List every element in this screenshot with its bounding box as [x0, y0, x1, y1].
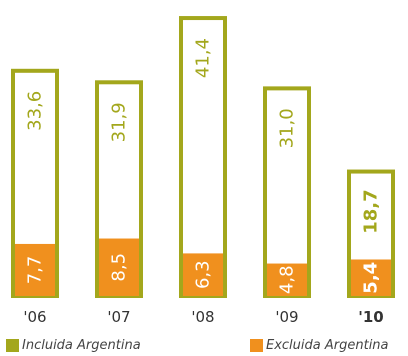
x-tick-label: '07 — [107, 308, 130, 326]
legend-label-excluida: Excluida Argentina — [266, 337, 389, 353]
legend-item-incluida: Incluida Argentina — [6, 336, 141, 354]
bar-excluida — [99, 238, 139, 296]
legend-item-excluida: Excluida Argentina — [250, 336, 389, 354]
data-label-excluida: 6,3 — [193, 260, 214, 289]
data-label-excluida: 4,8 — [277, 265, 298, 294]
data-label-incluida: 33,6 — [25, 91, 46, 131]
data-label-excluida: 7,7 — [25, 256, 46, 285]
x-tick-label: '08 — [191, 308, 214, 326]
data-label-excluida: 8,5 — [109, 253, 130, 282]
bar-excluida — [183, 253, 223, 296]
data-label-incluida: 31,9 — [109, 102, 130, 142]
bar-excluida — [267, 263, 307, 296]
data-label-incluida: 31,0 — [277, 108, 298, 148]
bar-excluida — [351, 259, 391, 296]
legend-swatch-incluida — [6, 338, 19, 352]
data-label-incluida: 41,4 — [193, 38, 214, 78]
bar-incluida — [179, 16, 227, 299]
legend-swatch-excluida — [250, 338, 263, 352]
x-tick-label: '09 — [275, 308, 298, 326]
bar-excluida — [15, 243, 55, 296]
legend-label-incluida: Incluida Argentina — [22, 337, 141, 353]
data-label-excluida: 5,4 — [361, 262, 382, 294]
x-tick-label: '06 — [23, 308, 46, 326]
data-label-incluida: 18,7 — [361, 189, 382, 233]
x-tick-label: '10 — [358, 308, 383, 326]
